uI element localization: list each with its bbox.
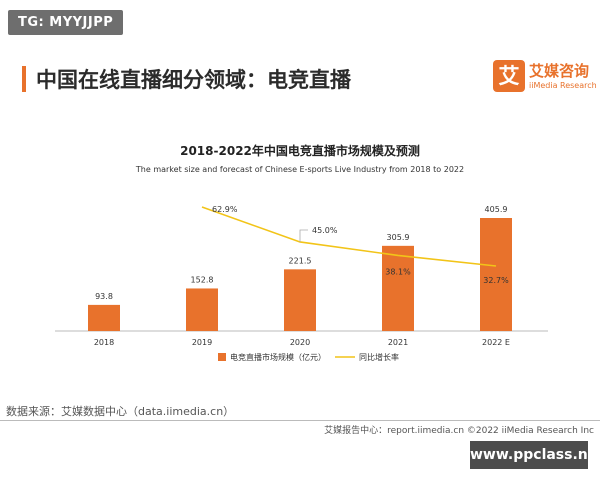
footer-divider [0, 420, 600, 421]
bar-value-label: 405.9 [485, 205, 508, 214]
growth-rate-label: 62.9% [212, 205, 238, 214]
logo-icon: 艾 [493, 60, 525, 92]
logo-name-cn: 艾媒咨询 [529, 62, 590, 80]
x-tick-label: 2020 [290, 338, 310, 347]
chart-title: 2018-2022年中国电竞直播市场规模及预测 [180, 143, 420, 158]
x-tick-label: 2021 [388, 338, 408, 347]
legend-label-bar: 电竞直播市场规模（亿元） [230, 352, 326, 362]
bar-value-label: 221.5 [289, 256, 312, 265]
bar-4 [480, 218, 512, 331]
bar-0 [88, 304, 120, 331]
logo-name-en: iiMedia Research [529, 81, 597, 90]
growth-rate-label: 45.0% [312, 226, 338, 235]
tg-badge: TG: MYYJJPP [8, 10, 124, 35]
chart-legend: 电竞直播市场规模（亿元） 同比增长率 [218, 352, 399, 362]
site-watermark: www.ppclass.net [470, 441, 600, 469]
plot-area: 93.8 2018 152.8 2019 221.5 2020 305.9 2021 405.9… [55, 205, 548, 347]
growth-rate-label: 32.7% [483, 276, 509, 285]
market-size-chart: 2018-2022年中国电竞直播市场规模及预测 The market size … [55, 143, 548, 362]
label-leader-line [299, 229, 308, 242]
brand-logo: 艾 艾媒咨询 iiMedia Research [493, 60, 597, 96]
bar-value-label: 305.9 [387, 233, 410, 242]
bar-value-label: 152.8 [191, 275, 214, 284]
legend-label-line: 同比增长率 [359, 352, 399, 362]
growth-rate-label: 38.1% [385, 267, 411, 276]
growth-rate-line [201, 206, 497, 267]
footer-credit: 艾媒报告中心：report.iimedia.cn ©2022 iiMedia R… [324, 426, 594, 436]
x-tick-label: 2018 [94, 338, 114, 347]
legend-swatch-bar [218, 353, 226, 361]
bar-3 [382, 245, 414, 331]
bar-2 [284, 269, 316, 331]
title-accent-bar [22, 66, 26, 92]
x-tick-label: 2019 [192, 338, 212, 347]
chart-subtitle: The market size and forecast of Chinese … [135, 165, 464, 174]
data-source: 数据来源：艾媒数据中心（data.iimedia.cn） [6, 405, 235, 418]
bar-1 [186, 288, 218, 331]
x-tick-label: 2022 E [482, 338, 510, 347]
page-title: 中国在线直播细分领域：电竞直播 [36, 68, 351, 92]
bar-value-label: 93.8 [95, 292, 113, 301]
